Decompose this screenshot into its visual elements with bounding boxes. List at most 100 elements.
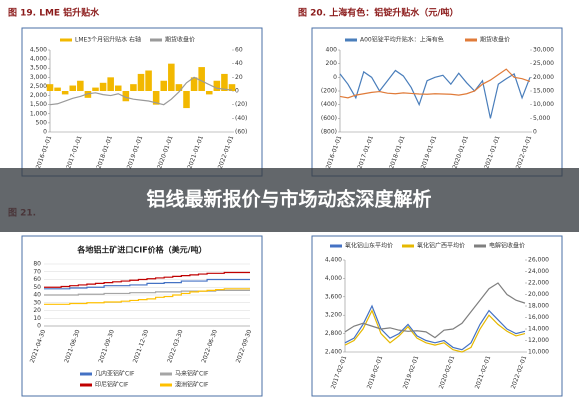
banner-title: 铝线最新报价与市场动态深度解析 [146,188,431,211]
panel-heading: 图 19. LME 铝升贴水 [8,7,100,19]
legend-swatch [160,383,172,387]
y2-tick-label: 22,000 [528,280,549,287]
series-line [339,68,531,99]
y2-tick-label: 14,000 [528,326,549,333]
y-tick-label: 500 [36,119,48,126]
y-tick-label: (400) [321,101,337,108]
bar [213,80,221,91]
panel-heading: 图 20. 上海有色：铝锭升贴水（元/吨） [298,7,459,19]
y-tick-label: 0 [37,323,41,330]
y2-tick-label: 20 [235,74,243,81]
y2-tick-label: 20,000 [533,74,554,81]
series-line [44,288,250,305]
legend-label: 期货收盘价 [165,36,195,44]
legend-swatch [80,383,92,387]
y-tick-label: 20 [33,307,41,314]
y-tick-label: 3,600 [325,293,342,300]
legend-label: 期货收盘价 [480,36,510,44]
bar [46,84,54,91]
bar [99,82,107,91]
bar [183,91,190,109]
y-tick-label: 70 [33,268,41,275]
y2-tick-label: 40 [235,60,243,67]
legend-swatch [474,244,486,248]
legend-label: 电解铝收盘价 [489,242,525,250]
y2-tick-label: 12,000 [528,337,549,344]
legend-label: 氧化铝广西平均价 [417,242,465,250]
y-tick-label: 10 [33,315,41,322]
bar [228,84,236,91]
panel-frame [311,235,563,397]
y-tick-label: 80 [33,261,41,268]
y2-tick-label: 15,000 [533,88,554,95]
series-line [339,69,531,119]
legend-swatch [345,38,357,42]
y2-tick-label: 26,000 [528,257,549,264]
legend-label: A00铝锭平均升贴水：上海有色 [360,36,444,44]
series-line [44,289,250,296]
series-line [344,309,526,353]
y2-tick-label: 10,000 [528,349,549,356]
y2-tick-label: (60) [235,129,247,136]
y2-tick-label: 25,000 [533,60,554,67]
legend-swatch [465,38,477,42]
legend-swatch [402,244,414,248]
y-tick-label: 2,800 [325,330,342,337]
legend-label: 印尼铝矿CIF [95,381,129,389]
legend-label: 几内亚铝矿CIF [95,370,135,378]
banner-band [0,168,579,232]
y-tick-label: 4,000 [30,56,47,63]
bar [107,77,114,91]
y-tick-label: 200 [326,60,338,67]
y-tick-label: (800) [321,129,337,136]
y-tick-label: 2,400 [325,349,342,356]
legend-label: LME3个月铝升贴水 右轴 [75,36,141,44]
bar [122,91,130,102]
y2-tick-label: 5,000 [533,115,550,122]
y-tick-label: 2,000 [30,92,47,99]
y-tick-label: 60 [33,276,41,283]
bar [175,84,183,91]
legend-swatch [60,38,72,42]
y2-tick-label: 0 [533,129,537,136]
bar [198,67,205,91]
chart-title: 各地铝土矿进口CIF价格（美元/吨） [76,245,206,255]
y-tick-label: 3,500 [30,65,47,72]
bar [152,91,160,105]
y2-tick-label: (20) [235,101,247,108]
y-tick-label: 40 [33,292,41,299]
y2-tick-label: 30,000 [533,47,554,54]
y-tick-label: 1,500 [30,101,47,108]
legend-label: 马来铝矿CIF [175,370,209,378]
legend-label: 氧化铝山东平均价 [345,242,393,250]
bar [205,91,213,95]
legend-swatch [330,244,342,248]
y2-tick-label: 0 [235,88,239,95]
y-tick-label: 0 [333,74,337,81]
y2-tick-label: (40) [235,115,247,122]
y-tick-label: 30 [33,299,41,306]
bar [168,63,175,91]
bar [54,87,61,91]
bar [69,85,77,91]
legend-swatch [150,38,162,42]
bar [84,91,92,98]
panel-frame [21,235,263,397]
y-tick-label: 50 [33,284,41,291]
y-tick-label: 0 [43,129,47,136]
y-tick-label: 3,200 [325,312,342,319]
series-line [44,271,250,288]
y-tick-label: 2,500 [30,83,47,90]
y-tick-label: 400 [326,47,338,54]
y-tick-label: (200) [321,88,337,95]
y-tick-label: (600) [321,115,337,122]
y-tick-label: 3,000 [30,74,47,81]
bar [221,73,228,91]
y-tick-label: 4,400 [325,257,342,264]
legend-swatch [80,372,92,376]
y-tick-label: 4,000 [325,275,342,282]
y2-tick-label: 20,000 [528,291,549,298]
series-line [44,278,250,290]
legend-swatch [160,372,172,376]
